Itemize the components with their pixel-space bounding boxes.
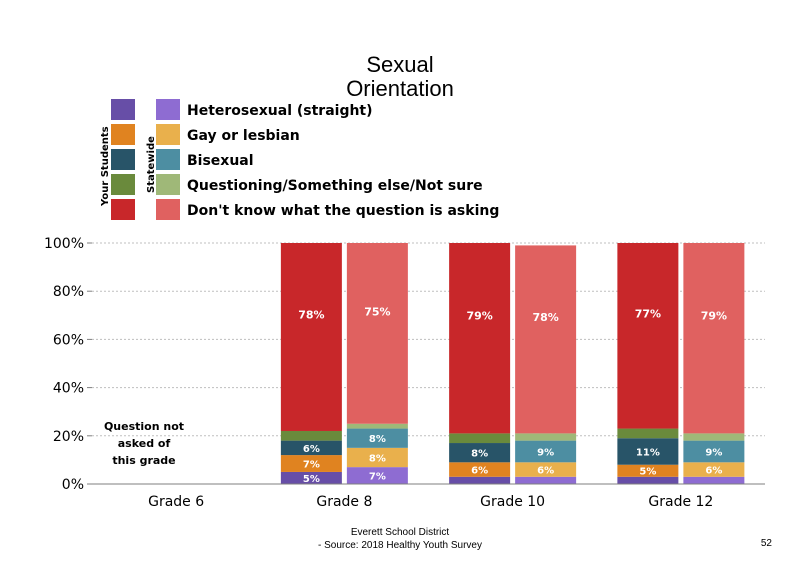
- note-line-1: Question not: [104, 420, 184, 433]
- y-tick-label-3: 60%: [53, 332, 84, 348]
- bar-segment-2-1: [449, 462, 511, 477]
- legend-swatch-state-2: [156, 149, 180, 170]
- data-label-2-4: 79%: [466, 309, 492, 322]
- x-tick-label-grade-12: Grade 12: [648, 494, 713, 510]
- bar-grade-12-state: 6% 9% 79%: [683, 243, 745, 484]
- bar-segment-2-2: [449, 443, 511, 463]
- legend-swatch-school-1: [111, 124, 135, 145]
- data-label-4-1: 5%: [639, 467, 656, 478]
- data-label-3-4: 78%: [532, 311, 558, 324]
- data-label-4-2: 11%: [636, 447, 660, 458]
- legend-swatch-school-4: [111, 199, 135, 220]
- data-label-4-4: 77%: [635, 308, 661, 321]
- footer-district: Everett School District: [351, 527, 450, 538]
- bar-segment-0-0: [280, 471, 342, 484]
- legend-group-label-statewide: Statewide: [146, 136, 157, 193]
- footer: Everett School District - Source: 2018 H…: [318, 527, 772, 551]
- bar-segment-5-2: [683, 440, 745, 463]
- bar-segment-0-1: [280, 455, 342, 472]
- bar-segment-1-0: [346, 467, 408, 484]
- y-tick-label-2: 40%: [53, 381, 84, 397]
- chart-title-line-2: Orientation: [346, 76, 454, 101]
- y-tick-label-5: 100%: [44, 236, 84, 252]
- y-tick-label-1: 20%: [53, 429, 84, 445]
- legend-swatch-school-0: [111, 99, 135, 120]
- data-label-2-2: 8%: [471, 449, 488, 460]
- legend-swatch-state-1: [156, 124, 180, 145]
- data-label-2-1: 6%: [471, 466, 488, 477]
- bar-segment-5-1: [683, 462, 745, 477]
- bar-segment-2-3: [449, 433, 511, 444]
- bar-segment-4-3: [617, 428, 679, 439]
- legend-label-4: Don't know what the question is asking: [187, 203, 499, 219]
- bar-segment-5-0: [683, 476, 745, 484]
- note-line-2: asked of: [118, 437, 171, 450]
- bar-grade-8-state: 7% 8% 8% 75%: [346, 243, 408, 484]
- bar-segment-3-2: [515, 440, 577, 463]
- bar-segment-3-3: [515, 433, 577, 441]
- data-label-3-2: 9%: [537, 447, 554, 458]
- legend-label-2: Bisexual: [187, 153, 254, 169]
- bar-segment-4-0: [617, 476, 679, 484]
- bar-segment-1-3: [346, 423, 408, 429]
- bar-segment-5-4: [683, 243, 745, 434]
- x-axis: Grade 6 Grade 8 Grade 10 Grade 12: [92, 483, 765, 510]
- legend-swatch-state-0: [156, 99, 180, 120]
- bar-segment-2-0: [449, 476, 511, 484]
- bar-grade-10-school: 6% 8% 79%: [449, 243, 511, 484]
- data-label-0-0: 5%: [303, 474, 320, 485]
- bar-grade-10-state: 6% 9% 78%: [515, 245, 577, 484]
- data-label-5-2: 9%: [705, 447, 722, 458]
- footer-source: - Source: 2018 Healthy Youth Survey: [318, 540, 482, 551]
- bar-segment-0-3: [280, 430, 342, 441]
- x-tick-label-grade-8: Grade 8: [316, 494, 372, 510]
- y-tick-label-4: 80%: [53, 284, 84, 300]
- x-tick-label-grade-6: Grade 6: [148, 494, 204, 510]
- chart-title-line-1: Sexual: [366, 52, 433, 77]
- x-tick-label-grade-10: Grade 10: [480, 494, 545, 510]
- y-axis: 0% 20% 40% 60% 80% 100%: [44, 236, 92, 493]
- legend: Your Students Statewide Heterosexual (st…: [100, 99, 499, 220]
- legend-swatch-state-4: [156, 199, 180, 220]
- bar-segment-3-1: [515, 462, 577, 477]
- bar-segment-4-2: [617, 438, 679, 465]
- bar-segment-2-4: [449, 243, 511, 434]
- bar-segment-1-4: [346, 243, 408, 424]
- bar-segment-4-1: [617, 464, 679, 477]
- data-label-1-1: 8%: [369, 453, 386, 464]
- legend-label-3: Questioning/Something else/Not sure: [187, 178, 483, 194]
- data-label-0-1: 7%: [303, 460, 320, 471]
- data-label-1-0: 7%: [369, 472, 386, 483]
- data-label-5-1: 6%: [705, 466, 722, 477]
- legend-group-label-your-students: Your Students: [100, 126, 111, 207]
- note-line-3: this grade: [112, 454, 175, 467]
- legend-swatch-school-2: [111, 149, 135, 170]
- bar-segment-0-2: [280, 440, 342, 456]
- legend-label-0: Heterosexual (straight): [187, 103, 373, 119]
- legend-swatch-school-3: [111, 174, 135, 195]
- bar-segment-5-3: [683, 433, 745, 441]
- bar-segment-4-4: [617, 243, 679, 429]
- bar-grade-8-school: 5% 7% 6% 78%: [280, 243, 342, 485]
- bar-segment-3-4: [515, 245, 577, 434]
- y-tick-label-0: 0%: [62, 477, 84, 493]
- bar-segment-1-1: [346, 447, 408, 468]
- data-label-3-1: 6%: [537, 466, 554, 477]
- bar-segment-3-0: [515, 476, 577, 484]
- data-label-0-2: 6%: [303, 444, 320, 455]
- grade-6-note: Question not asked of this grade: [104, 420, 184, 467]
- data-label-1-4: 75%: [364, 306, 390, 319]
- data-label-1-2: 8%: [369, 434, 386, 445]
- data-label-5-4: 79%: [701, 309, 727, 322]
- bar-segment-0-4: [280, 243, 342, 431]
- data-label-0-4: 78%: [298, 308, 324, 321]
- legend-swatch-state-3: [156, 174, 180, 195]
- bars: 5% 7% 6% 78% 7% 8% 8% 75% 6% 8% 79% 6% 9% 78% 5% 11% 77%…: [280, 243, 745, 485]
- legend-label-1: Gay or lesbian: [187, 128, 300, 144]
- chart-title: Sexual Orientation: [346, 52, 454, 101]
- bar-segment-1-2: [346, 428, 408, 448]
- bar-grade-12-school: 5% 11% 77%: [617, 243, 679, 484]
- page-number: 52: [761, 538, 773, 549]
